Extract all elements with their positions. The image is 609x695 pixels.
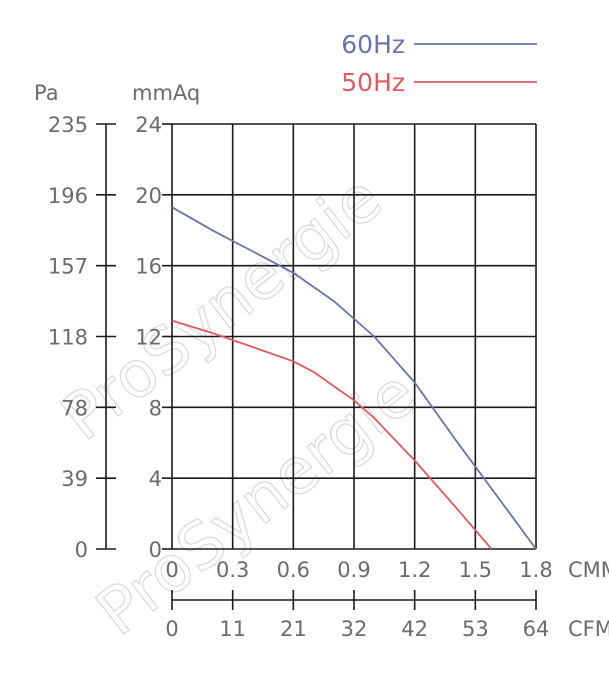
pa-tick-label: 0 <box>75 538 88 562</box>
chart-grid <box>171 123 537 550</box>
chart-axes: 0 39 78 118 157 196 235 Pa 0 4 8 12 16 20 24 mmAq 0 0.3 0.… <box>34 81 609 641</box>
mmaq-tick-label: 16 <box>135 255 162 279</box>
mmaq-tick-label: 12 <box>135 326 162 350</box>
mmaq-tick-label: 20 <box>135 184 162 208</box>
cfm-tick-label: 0 <box>165 617 178 641</box>
series-line-50Hz <box>171 319 493 550</box>
cmm-tick-label: 0 <box>165 558 178 582</box>
cmm-tick-label: 0.3 <box>216 558 249 582</box>
cfm-tick-label: 64 <box>523 617 550 641</box>
mmaq-tick-label: 4 <box>149 467 162 491</box>
cmm-tick-label: 1.5 <box>459 558 492 582</box>
cmm-tick-label: 1.2 <box>398 558 431 582</box>
pa-tick-label: 157 <box>48 255 88 279</box>
mmaq-axis-unit: mmAq <box>132 81 200 105</box>
cfm-tick-label: 21 <box>280 617 307 641</box>
cfm-axis-unit: CFM <box>568 617 609 641</box>
pa-tick-label: 78 <box>61 396 88 420</box>
mmaq-tick-label: 0 <box>149 538 162 562</box>
pa-tick-label: 118 <box>48 326 88 350</box>
mmaq-tick-label: 24 <box>135 113 162 137</box>
pa-tick-label: 39 <box>61 467 88 491</box>
legend-label-60Hz: 60Hz <box>341 30 405 59</box>
cfm-tick-label: 42 <box>401 617 428 641</box>
cfm-tick-label: 11 <box>219 617 246 641</box>
pa-axis-unit: Pa <box>34 81 59 105</box>
cfm-tick-label: 32 <box>341 617 368 641</box>
cmm-tick-label: 0.9 <box>337 558 370 582</box>
series-line-60Hz <box>171 206 537 550</box>
pa-tick-label: 196 <box>48 184 88 208</box>
chart-legend: 60Hz 50Hz <box>341 30 537 97</box>
cfm-tick-label: 53 <box>462 617 489 641</box>
legend-label-50Hz: 50Hz <box>341 68 405 97</box>
mmaq-tick-label: 8 <box>149 396 162 420</box>
cmm-tick-label: 0.6 <box>277 558 310 582</box>
cmm-axis-unit: CMM <box>568 558 609 582</box>
cmm-tick-label: 1.8 <box>519 558 552 582</box>
pa-tick-label: 235 <box>48 113 88 137</box>
chart-series <box>171 206 537 550</box>
